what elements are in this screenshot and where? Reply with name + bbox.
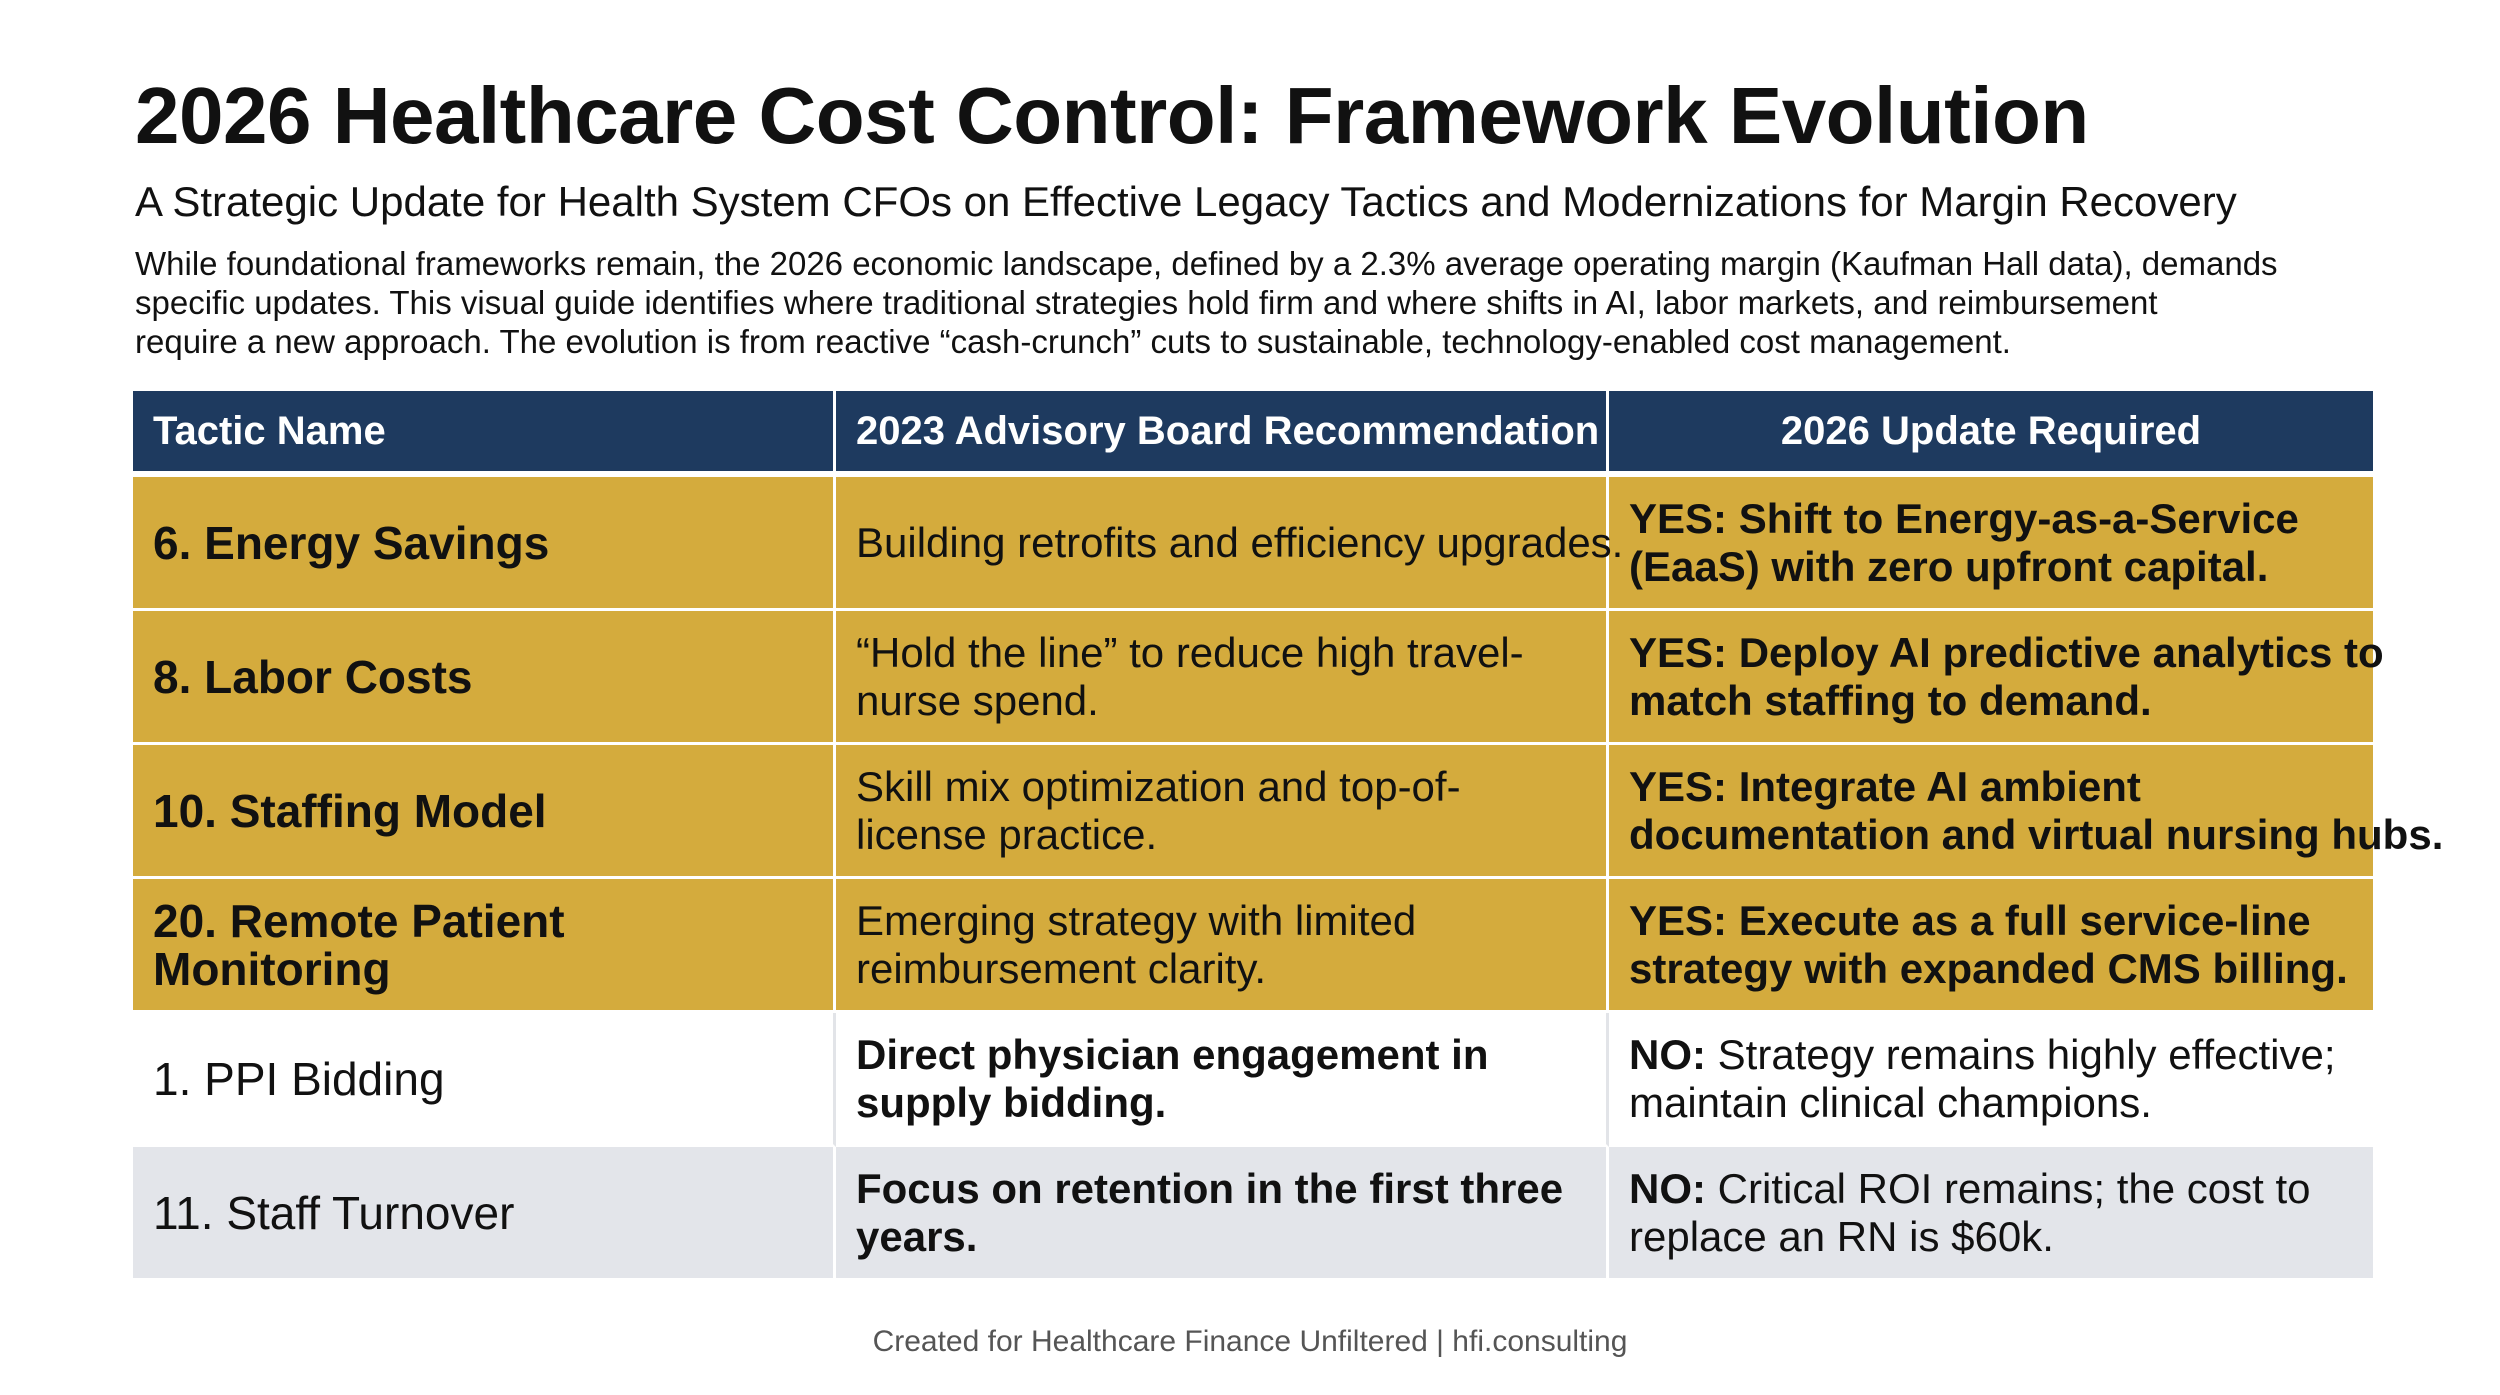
framework-table: Tactic Name 2023 Advisory Board Recommen… <box>133 391 2444 1281</box>
tactic-name-cell: 6. Energy Savings <box>133 477 836 611</box>
intro-paragraph: While foundational frameworks remain, th… <box>135 244 2415 361</box>
page-title: 2026 Healthcare Cost Control: Framework … <box>135 71 2089 160</box>
cell-line: 8. Labor Costs <box>153 650 473 703</box>
cell-line: Building retrofits and efficiency upgrad… <box>856 518 1624 566</box>
table-row: 10. Staffing Model Skill mix optimizatio… <box>133 745 2444 879</box>
intro-line: require a new approach. The evolution is… <box>135 323 2011 360</box>
table-row: 6. Energy Savings Building retrofits and… <box>133 477 2373 611</box>
cell-line: 10. Staffing Model <box>153 784 547 837</box>
recommendation-cell: Emerging strategy with limited reimburse… <box>836 879 1609 1013</box>
cell-line: strategy with expanded CMS billing. <box>1629 944 2348 992</box>
page-subtitle: A Strategic Update for Health System CFO… <box>135 178 2237 225</box>
cell-line: Monitoring <box>153 942 391 995</box>
recommendation-cell: “Hold the line” to reduce high travel- n… <box>836 611 1609 745</box>
update-cell: YES: Integrate AI ambient documentation … <box>1609 745 2444 879</box>
cell-line: match staffing to demand. <box>1629 676 2152 724</box>
update-cell: YES: Execute as a full service-line stra… <box>1609 879 2373 1013</box>
column-header-2023: 2023 Advisory Board Recommendation <box>836 391 1609 477</box>
cell-line: NO: Strategy remains highly effective; <box>1629 1031 2353 1079</box>
recommendation-cell: Skill mix optimization and top-of- licen… <box>836 745 1609 879</box>
tactic-name-cell: 10. Staffing Model <box>133 745 836 879</box>
cell-line: supply bidding. <box>856 1078 1167 1126</box>
cell-line: 11. Staff Turnover <box>153 1186 515 1239</box>
cell-line: YES: Shift to Energy-as-a-Service <box>1629 494 2299 542</box>
table-row: 1. PPI Bidding Direct physician engageme… <box>133 1013 2373 1147</box>
cell-line: maintain clinical champions. <box>1629 1078 2152 1126</box>
cell-line: Focus on retention in the first three <box>856 1164 1564 1212</box>
cell-line: replace an RN is $60k. <box>1629 1212 2054 1260</box>
cell-line: (EaaS) with zero upfront capital. <box>1629 542 2269 590</box>
intro-line: While foundational frameworks remain, th… <box>135 245 2278 282</box>
column-header-2026: 2026 Update Required <box>1609 391 2373 477</box>
cell-line: 6. Energy Savings <box>153 516 550 569</box>
update-verdict: NO: <box>1629 1164 1706 1212</box>
cell-line: “Hold the line” to reduce high travel- <box>856 628 1524 676</box>
intro-line: specific updates. This visual guide iden… <box>135 284 2158 321</box>
table-row: 11. Staff Turnover Focus on retention in… <box>133 1147 2373 1281</box>
cell-line: 1. PPI Bidding <box>153 1052 445 1105</box>
update-cell: YES: Deploy AI predictive analytics to m… <box>1609 611 2384 745</box>
cell-line: nurse spend. <box>856 676 1099 724</box>
update-verdict: NO: <box>1629 1030 1706 1078</box>
cell-line: documentation and virtual nursing hubs. <box>1629 810 2444 858</box>
cell-line: years. <box>856 1212 978 1260</box>
cell-line: YES: Integrate AI ambient <box>1629 762 2141 810</box>
tactic-name-cell: 1. PPI Bidding <box>133 1013 836 1147</box>
table-row: 20. Remote Patient Monitoring Emerging s… <box>133 879 2373 1013</box>
update-cell: NO: Strategy remains highly effective; m… <box>1609 1013 2373 1147</box>
recommendation-cell: Building retrofits and efficiency upgrad… <box>836 477 1624 611</box>
table-row: 8. Labor Costs “Hold the line” to reduce… <box>133 611 2384 745</box>
tactic-name-cell: 8. Labor Costs <box>133 611 836 745</box>
cell-line: Direct physician engagement in <box>856 1030 1489 1078</box>
column-header-tactic: Tactic Name <box>133 391 836 477</box>
cell-line: YES: Deploy AI predictive analytics to <box>1629 628 2384 676</box>
tactic-name-cell: 11. Staff Turnover <box>133 1147 836 1281</box>
update-cell: NO: Critical ROI remains; the cost to re… <box>1609 1147 2373 1281</box>
update-cell: YES: Shift to Energy-as-a-Service (EaaS)… <box>1609 477 2373 611</box>
cell-line: YES: Execute as a full service-line <box>1629 896 2311 944</box>
footer-credit: Created for Healthcare Finance Unfiltere… <box>872 1325 1628 1358</box>
cell-line-text: Critical ROI remains; the cost to <box>1706 1164 2311 1212</box>
cell-line: Emerging strategy with limited <box>856 896 1417 944</box>
cell-line-text: Strategy remains highly effective; <box>1706 1030 2336 1078</box>
cell-line: reimbursement clarity. <box>856 944 1266 992</box>
recommendation-cell: Direct physician engagement in supply bi… <box>836 1013 1609 1147</box>
cell-line: license practice. <box>856 810 1158 858</box>
cell-line: Skill mix optimization and top-of- <box>856 762 1461 810</box>
cell-line: NO: Critical ROI remains; the cost to <box>1629 1165 2353 1213</box>
table-header-row: Tactic Name 2023 Advisory Board Recommen… <box>133 391 2373 477</box>
cell-line: 20. Remote Patient <box>153 894 565 947</box>
recommendation-cell: Focus on retention in the first three ye… <box>836 1147 1609 1281</box>
tactic-name-cell: 20. Remote Patient Monitoring <box>133 879 836 1013</box>
